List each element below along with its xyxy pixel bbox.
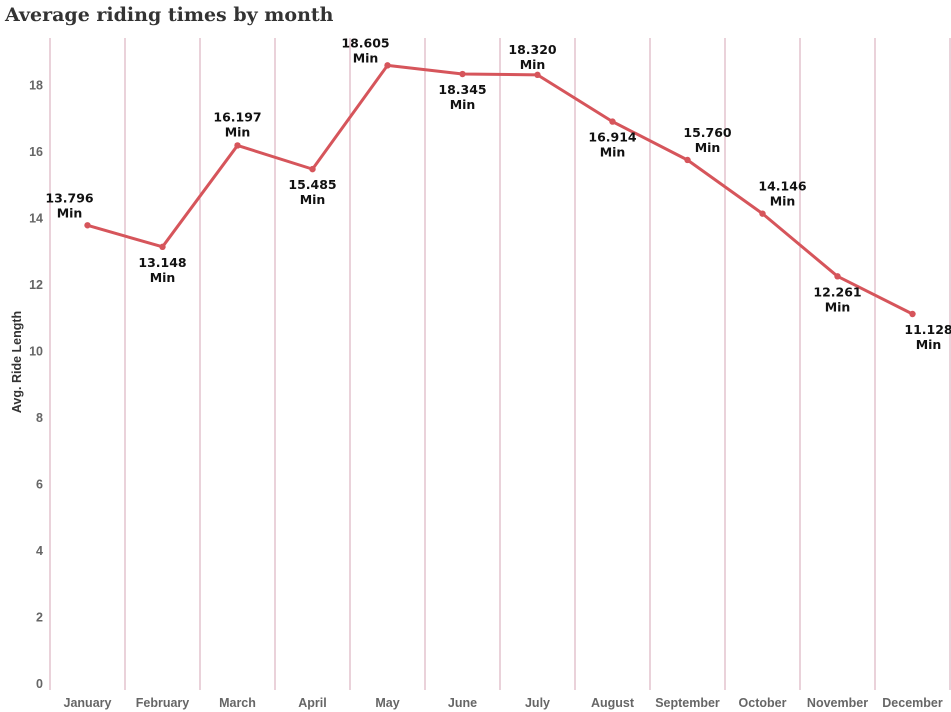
chart-title: Average riding times by month — [5, 4, 334, 26]
y-tick-label: 4 — [36, 544, 43, 558]
data-label-unit: Min — [150, 270, 176, 285]
data-label-value: 13.148 — [138, 255, 186, 270]
y-tick-label: 0 — [36, 677, 43, 691]
x-tick-label: August — [591, 696, 635, 710]
x-tick-label: March — [219, 696, 256, 710]
x-tick-label: October — [739, 696, 787, 710]
series-line — [86, 63, 914, 316]
data-label-value: 18.320 — [508, 42, 557, 57]
y-tick-label: 8 — [36, 411, 43, 425]
data-label-value: 18.345 — [438, 82, 486, 97]
y-tick-label: 16 — [29, 145, 43, 159]
axis-layer: 0 2 4 6 8 10 12 14 16 18 January February March April… — [29, 79, 943, 711]
data-point[interactable] — [159, 243, 166, 251]
data-label-value: 15.760 — [683, 125, 732, 140]
data-point[interactable] — [609, 118, 616, 125]
data-label-unit: Min — [225, 124, 251, 139]
data-label-value: 18.605 — [341, 35, 389, 50]
data-label-value: 11.128 — [904, 322, 951, 337]
data-label-value: 16.197 — [213, 109, 261, 124]
data-point[interactable] — [909, 310, 916, 318]
y-tick-label: 18 — [29, 79, 43, 93]
data-point[interactable] — [84, 222, 91, 229]
y-tick-label: 14 — [29, 212, 43, 226]
data-label-value: 13.796 — [45, 190, 94, 205]
y-tick-label: 10 — [29, 345, 43, 359]
data-label-unit: Min — [520, 57, 546, 72]
data-label-value: 15.485 — [288, 177, 336, 192]
data-point[interactable] — [384, 62, 391, 69]
x-tick-label: January — [64, 696, 112, 710]
data-label-layer: 13.796Min13.148Min16.197Min15.485Min18.6… — [45, 35, 951, 352]
data-label-value: 16.914 — [588, 130, 637, 145]
data-label-unit: Min — [450, 97, 476, 112]
data-point[interactable] — [309, 165, 316, 173]
x-tick-label: May — [375, 696, 399, 710]
data-point[interactable] — [759, 210, 766, 217]
data-label-unit: Min — [57, 205, 83, 220]
x-tick-label: December — [882, 696, 943, 710]
data-point[interactable] — [834, 273, 841, 280]
x-tick-label: February — [136, 696, 190, 710]
data-label-unit: Min — [825, 299, 851, 314]
x-tick-label: April — [298, 696, 326, 710]
data-label-unit: Min — [300, 192, 326, 207]
x-tick-label: September — [655, 696, 720, 710]
series-layer — [84, 62, 916, 318]
y-tick-label: 12 — [29, 278, 43, 292]
x-tick-label: June — [448, 696, 477, 710]
y-axis-label: Avg. Ride Length — [10, 311, 24, 413]
data-label-value: 12.261 — [813, 284, 861, 299]
grid-layer — [49, 38, 951, 690]
data-point[interactable] — [459, 70, 466, 78]
data-point[interactable] — [684, 156, 691, 164]
data-label-unit: Min — [353, 50, 379, 65]
data-point[interactable] — [534, 71, 541, 79]
y-tick-label: 6 — [36, 478, 43, 492]
data-label-unit: Min — [695, 140, 721, 155]
x-tick-label: November — [807, 696, 868, 710]
y-tick-label: 2 — [36, 611, 43, 625]
data-label-unit: Min — [600, 145, 626, 160]
data-point[interactable] — [234, 142, 241, 149]
data-label-unit: Min — [916, 337, 942, 352]
data-label-value: 14.146 — [758, 179, 807, 194]
data-label-unit: Min — [770, 194, 796, 209]
x-tick-label: July — [525, 696, 550, 710]
